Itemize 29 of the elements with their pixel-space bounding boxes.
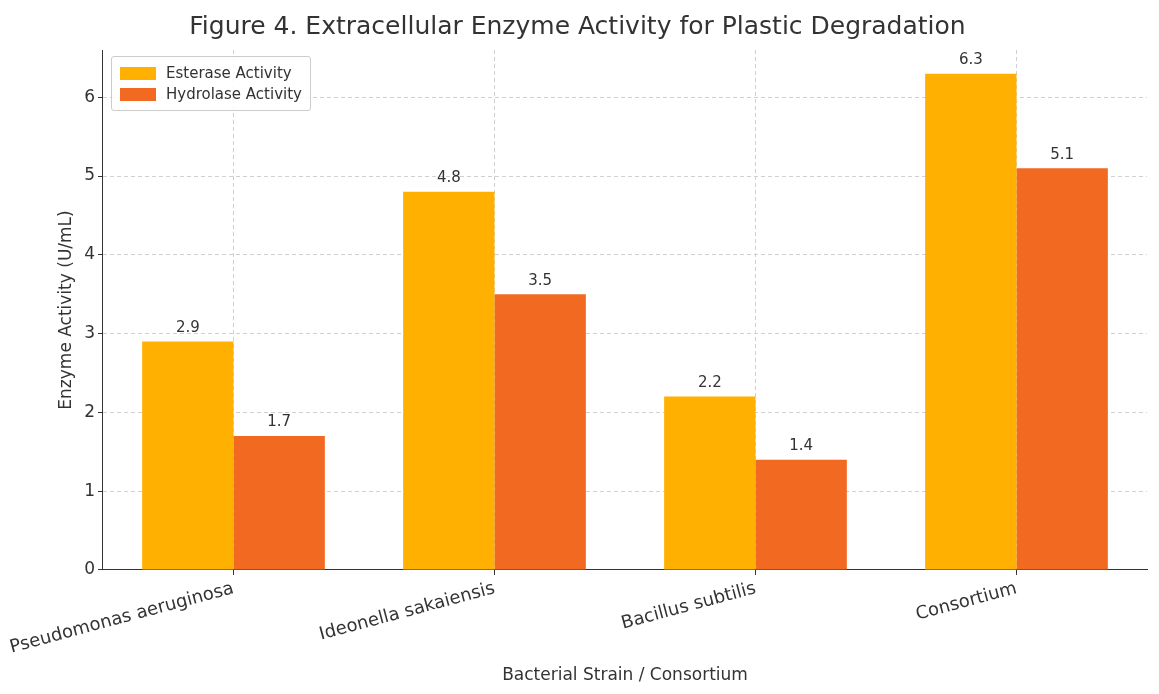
legend-label: Esterase Activity (165, 64, 292, 82)
y-tick-label: 2 (84, 400, 95, 421)
data-label: 2.2 (697, 373, 722, 392)
bar (403, 191, 495, 570)
data-label: 3.5 (528, 270, 553, 289)
bar (1016, 168, 1108, 570)
bar (925, 73, 1017, 570)
y-tick-label: 5 (84, 164, 95, 185)
data-label: 5.1 (1050, 144, 1075, 163)
bar (233, 436, 325, 570)
x-tick-label: Bacillus subtilis (618, 576, 758, 633)
chart-title: Figure 4. Extracellular Enzyme Activity for Plastic Degradation (189, 10, 966, 40)
bar (664, 396, 756, 570)
y-tick-label: 0 (84, 558, 95, 579)
y-tick-label: 1 (84, 479, 95, 500)
y-tick-label: 6 (84, 85, 95, 106)
legend-label: Hydrolase Activity (165, 85, 302, 103)
y-tick-label: 4 (84, 243, 95, 264)
bar (755, 459, 847, 570)
y-tick-label: 3 (84, 322, 95, 343)
data-label: 1.7 (267, 412, 292, 431)
bar (142, 341, 234, 570)
data-label: 2.9 (175, 317, 200, 336)
y-axis-title: Enzyme Activity (U/mL) (55, 210, 76, 410)
data-label: 4.8 (436, 168, 461, 187)
x-axis-title: Bacterial Strain / Consortium (502, 664, 748, 685)
bar (494, 294, 586, 570)
data-label: 6.3 (958, 50, 983, 69)
data-label: 1.4 (789, 436, 814, 455)
